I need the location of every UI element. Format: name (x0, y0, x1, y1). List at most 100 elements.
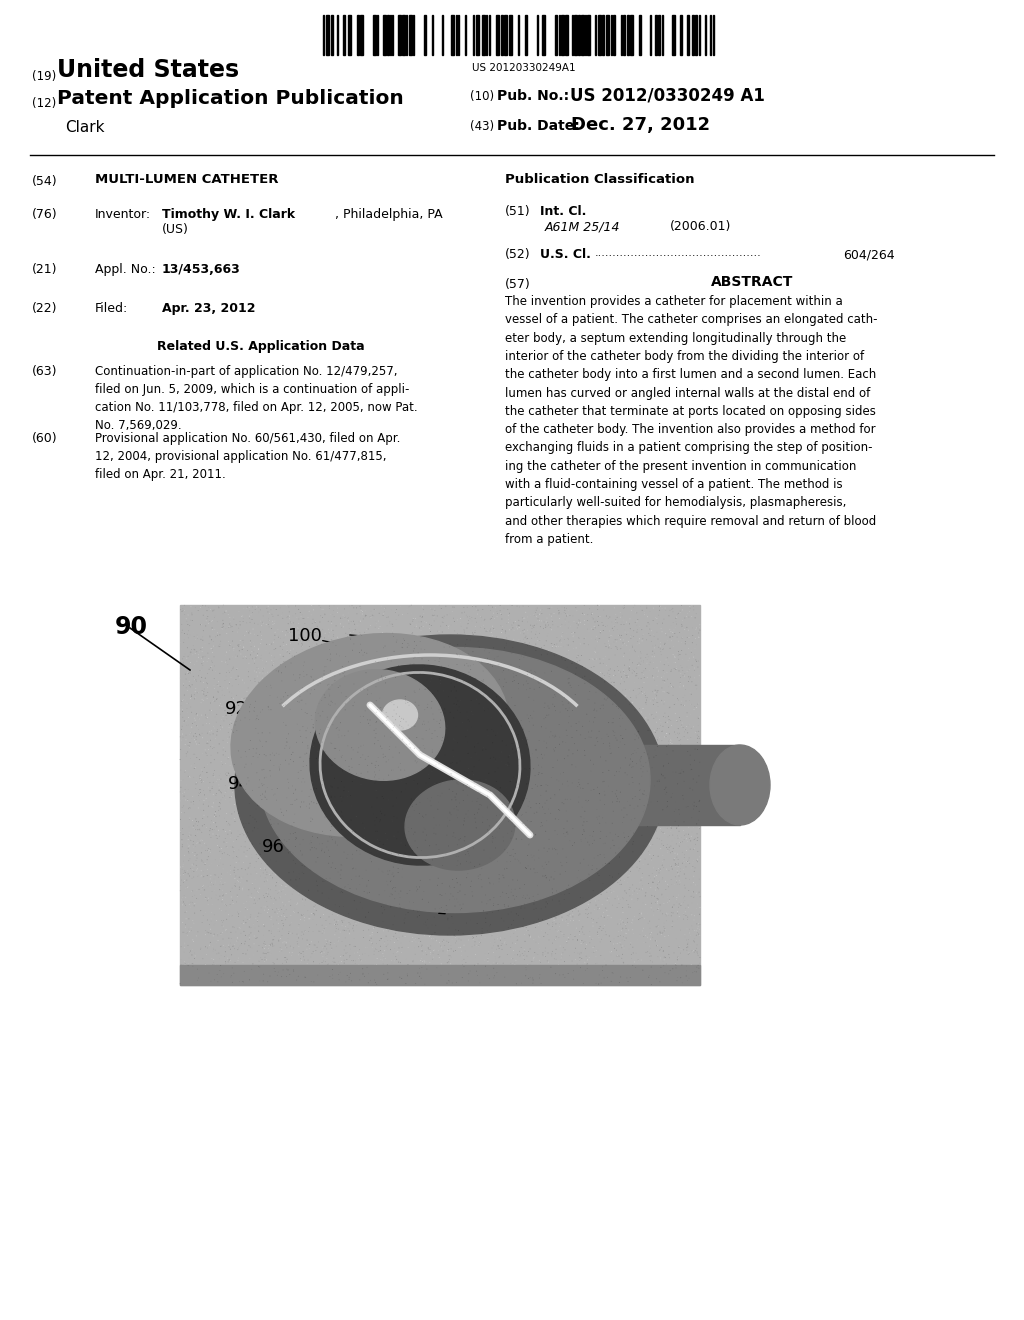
Point (258, 634, 274, 655)
Point (388, 735, 404, 756)
Point (288, 808, 304, 829)
Point (502, 744, 518, 766)
Point (534, 644, 550, 665)
Point (458, 726, 474, 747)
Point (670, 884, 686, 906)
Point (195, 771, 211, 792)
Point (517, 645, 534, 667)
Point (558, 800, 574, 821)
Point (306, 777, 323, 799)
Point (531, 912, 548, 933)
Point (573, 968, 590, 989)
Point (338, 642, 354, 663)
Point (564, 900, 581, 921)
Point (271, 841, 288, 862)
Point (386, 950, 402, 972)
Point (368, 723, 384, 744)
Bar (655, 15, 657, 55)
Point (492, 741, 508, 762)
Point (676, 717, 692, 738)
Point (462, 767, 478, 788)
Point (361, 840, 378, 861)
Point (333, 710, 349, 731)
Point (188, 859, 205, 880)
Point (356, 678, 373, 700)
Point (433, 776, 450, 797)
Point (540, 962, 556, 983)
Point (485, 942, 502, 964)
Point (502, 727, 518, 748)
Point (297, 921, 313, 942)
Point (610, 771, 627, 792)
Point (638, 754, 654, 775)
Point (504, 614, 520, 635)
Point (499, 842, 515, 863)
Point (485, 638, 502, 659)
Point (341, 709, 357, 730)
Point (655, 822, 672, 843)
Point (595, 665, 611, 686)
Point (286, 880, 302, 902)
Point (524, 733, 541, 754)
Point (476, 618, 493, 639)
Point (658, 781, 675, 803)
Point (220, 824, 237, 845)
Ellipse shape (234, 635, 665, 935)
Point (531, 847, 548, 869)
Point (427, 627, 443, 648)
Point (381, 804, 397, 825)
Point (301, 908, 317, 929)
Point (659, 785, 676, 807)
Point (672, 622, 688, 643)
Point (293, 879, 309, 900)
Point (539, 795, 555, 816)
Point (382, 931, 398, 952)
Point (373, 894, 389, 915)
Point (208, 884, 224, 906)
Point (403, 661, 420, 682)
Point (495, 865, 511, 886)
Point (393, 715, 410, 737)
Point (371, 759, 387, 780)
Point (466, 772, 482, 793)
Point (390, 756, 407, 777)
Point (317, 952, 334, 973)
Point (459, 763, 475, 784)
Point (403, 602, 420, 623)
Point (641, 655, 657, 676)
Point (427, 923, 443, 944)
Point (659, 874, 676, 895)
Point (241, 809, 257, 830)
Point (664, 817, 680, 838)
Point (425, 661, 441, 682)
Point (463, 620, 479, 642)
Point (331, 639, 347, 660)
Point (370, 730, 386, 751)
Point (617, 719, 634, 741)
Point (633, 812, 649, 833)
Point (546, 672, 562, 693)
Point (259, 870, 275, 891)
Point (426, 645, 442, 667)
Point (548, 685, 564, 706)
Point (674, 616, 690, 638)
Point (250, 820, 266, 841)
Point (233, 606, 250, 627)
Point (603, 704, 620, 725)
Point (493, 928, 509, 949)
Point (306, 630, 323, 651)
Point (447, 688, 464, 709)
Point (391, 693, 408, 714)
Point (293, 606, 309, 627)
Point (388, 828, 404, 849)
Point (666, 619, 682, 640)
Point (560, 915, 577, 936)
Point (233, 933, 250, 954)
Point (631, 861, 647, 882)
Point (528, 693, 545, 714)
Point (627, 642, 643, 663)
Point (227, 952, 244, 973)
Point (183, 639, 200, 660)
Point (322, 846, 338, 867)
Point (498, 962, 514, 983)
